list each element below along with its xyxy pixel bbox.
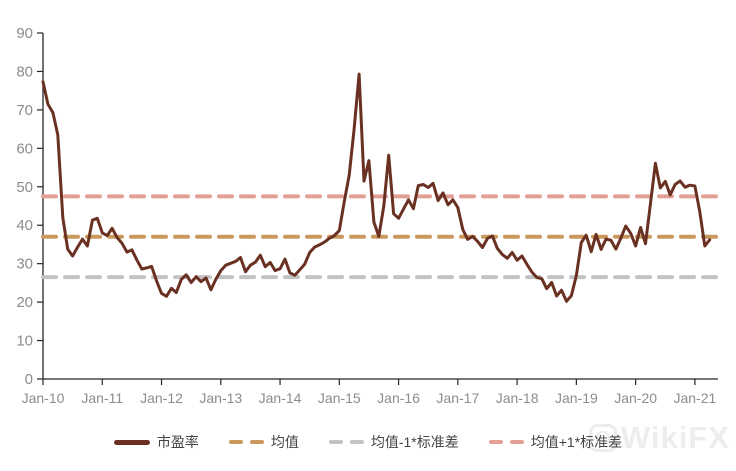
legend-label-mean-plus-std: 均值+1*标准差	[530, 434, 623, 450]
y-axis-tick-label: 30	[16, 256, 33, 273]
x-axis-tick-label: Jan-10	[22, 390, 65, 406]
legend-label-mean-minus-std: 均值-1*标准差	[370, 434, 459, 450]
x-axis-tick-label: Jan-19	[555, 390, 598, 406]
mean-line-swatch	[228, 440, 264, 444]
x-axis-tick-label: Jan-12	[140, 390, 183, 406]
y-axis-tick-label: 20	[16, 294, 33, 311]
pe-ratio-series-line	[41, 72, 712, 303]
x-axis-tick-label: Jan-18	[496, 390, 539, 406]
mean-plus-std-line-swatch	[488, 440, 524, 444]
x-axis-tick-label: Jan-13	[199, 390, 242, 406]
wikifx-watermark: WikiFX	[588, 420, 730, 456]
y-axis-tick-label: 0	[25, 371, 33, 388]
wikifx-logo-icon	[588, 424, 617, 452]
x-axis-tick-label: Jan-15	[318, 390, 361, 406]
x-axis-tick-label: Jan-16	[377, 390, 420, 406]
x-axis-tick-label: Jan-14	[259, 390, 302, 406]
y-axis-tick-label: 70	[16, 102, 33, 119]
x-axis-tick-label: Jan-11	[81, 390, 123, 406]
x-axis-tick-label: Jan-21	[673, 390, 716, 406]
chart-legend: 市盈率 均值 均值-1*标准差 均值+1*标准差	[0, 429, 736, 455]
y-axis-tick-label: 80	[16, 63, 33, 80]
mean-minus-std-line-swatch	[328, 440, 364, 444]
legend-label-mean: 均值	[270, 434, 299, 450]
legend-label-pe-ratio: 市盈率	[156, 434, 199, 450]
y-axis-tick-label: 50	[16, 179, 33, 196]
y-axis-tick-label: 40	[16, 217, 33, 234]
wikifx-watermark-text: WikiFX	[620, 420, 730, 455]
y-axis-tick-label: 90	[16, 25, 33, 42]
y-axis-tick-label: 10	[16, 333, 33, 350]
legend-item-mean: 均值	[228, 432, 299, 452]
legend-item-mean-plus-std: 均值+1*标准差	[488, 432, 623, 452]
legend-item-pe-ratio: 市盈率	[113, 432, 199, 452]
legend-item-mean-minus-std: 均值-1*标准差	[328, 432, 459, 452]
x-axis-tick-label: Jan-20	[614, 390, 657, 406]
pe-ratio-line-swatch	[113, 439, 150, 445]
x-axis-tick-label: Jan-17	[436, 390, 479, 406]
y-axis-tick-label: 60	[16, 140, 33, 157]
